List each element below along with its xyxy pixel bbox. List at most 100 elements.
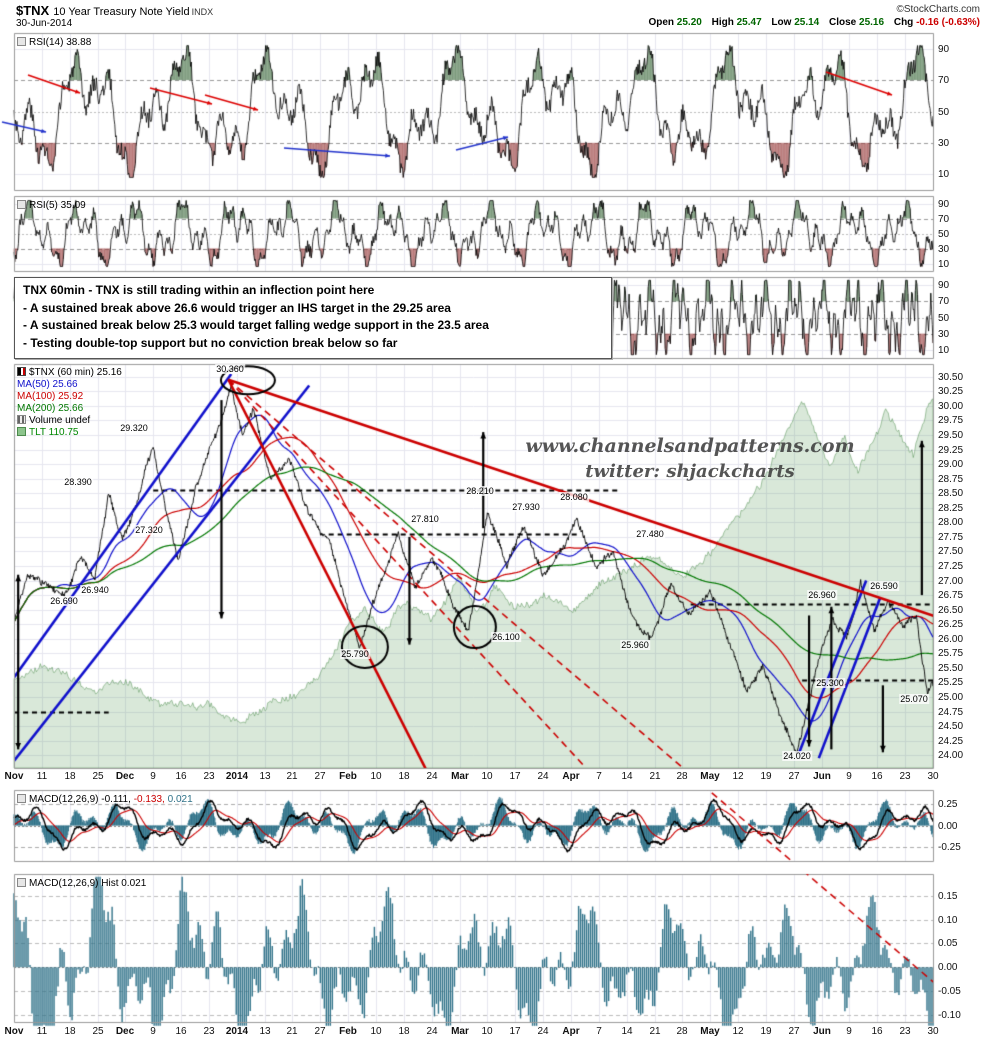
macd-signal-value: -0.133, bbox=[133, 794, 165, 805]
chart-date: 30-Jun-2014 bbox=[16, 18, 73, 29]
y-axis-label: 30 bbox=[938, 138, 950, 149]
chart-title: 10 Year Treasury Note Yield bbox=[53, 6, 190, 18]
x-axis-label: 28 bbox=[676, 1026, 688, 1037]
price-pivot-label: 26.690 bbox=[49, 596, 79, 606]
x-axis-label: Nov bbox=[4, 1026, 24, 1037]
x-axis-label: May bbox=[700, 1026, 720, 1037]
x-axis-label: 9 bbox=[150, 771, 156, 782]
watermark-line2: twitter: shjackcharts bbox=[585, 461, 795, 482]
price-pivot-label: 28.080 bbox=[559, 492, 589, 502]
watermark: www.channelsandpatterns.com twitter: shj… bbox=[500, 434, 880, 484]
rsi5-legend-text: RSI(5) 35.09 bbox=[29, 200, 86, 211]
source-credit: ©StockCharts.com bbox=[896, 4, 980, 15]
x-axis-label: Jun bbox=[813, 771, 831, 782]
price-pivot-label: 28.210 bbox=[465, 486, 495, 496]
y-axis-label: 26.25 bbox=[938, 619, 964, 630]
y-axis-label: 70 bbox=[938, 75, 950, 86]
ma200-legend: MA(200) 25.66 bbox=[17, 403, 84, 414]
indicator-icon bbox=[17, 37, 26, 46]
x-axis-label: Mar bbox=[451, 1026, 469, 1037]
x-axis-label: 12 bbox=[732, 771, 744, 782]
x-axis-label: 23 bbox=[203, 771, 215, 782]
x-axis-label: 21 bbox=[649, 771, 661, 782]
y-axis-label: -0.25 bbox=[938, 842, 961, 853]
price-pivot-label: 26.960 bbox=[807, 590, 837, 600]
y-axis-label: 0.05 bbox=[938, 938, 958, 949]
x-axis-label: 21 bbox=[649, 1026, 661, 1037]
y-axis-label: 29.25 bbox=[938, 445, 964, 456]
watermark-line1: www.channelsandpatterns.com bbox=[525, 435, 855, 457]
volume-legend: Volume undef bbox=[17, 415, 90, 426]
macd-hist-legend-text: MACD(12,26,9) Hist 0.021 bbox=[29, 878, 147, 889]
x-axis-label: 16 bbox=[175, 1026, 187, 1037]
y-axis-label: -0.10 bbox=[938, 1010, 961, 1021]
y-axis-label: 29.75 bbox=[938, 415, 964, 426]
y-axis-label: 28.00 bbox=[938, 517, 964, 528]
y-axis-label: 50 bbox=[938, 313, 950, 324]
x-axis-label: 14 bbox=[621, 1026, 633, 1037]
x-axis-label: 24 bbox=[537, 771, 549, 782]
y-axis-label: 29.00 bbox=[938, 459, 964, 470]
y-axis-label: -0.05 bbox=[938, 986, 961, 997]
x-axis-label: Apr bbox=[562, 1026, 580, 1037]
rsi5-legend: RSI(5) 35.09 bbox=[17, 200, 86, 211]
x-axis-label: 16 bbox=[175, 771, 187, 782]
x-axis-label: Dec bbox=[115, 1026, 135, 1037]
x-axis-label: 18 bbox=[64, 1026, 76, 1037]
x-axis-label: Jun bbox=[813, 1026, 831, 1037]
y-axis-label: 0.00 bbox=[938, 962, 958, 973]
high-value: 25.47 bbox=[736, 17, 762, 28]
price-pivot-label: 28.390 bbox=[63, 477, 93, 487]
y-axis-label: 25.75 bbox=[938, 648, 964, 659]
y-axis-label: 90 bbox=[938, 44, 950, 55]
price-legend: $TNX (60 min) 25.16 bbox=[17, 367, 122, 378]
x-axis-label: 9 bbox=[846, 771, 852, 782]
y-axis-label: 30.25 bbox=[938, 386, 964, 397]
rsi14-legend: RSI(14) 38.88 bbox=[17, 37, 91, 48]
y-axis-label: 70 bbox=[938, 296, 950, 307]
x-axis-label: 10 bbox=[370, 1026, 382, 1037]
x-axis-label: 23 bbox=[899, 771, 911, 782]
y-axis-label: 24.25 bbox=[938, 736, 964, 747]
y-axis-label: 0.15 bbox=[938, 891, 958, 902]
x-axis-label: 30 bbox=[927, 771, 939, 782]
x-axis-label: 11 bbox=[36, 771, 48, 782]
y-axis-label: 27.75 bbox=[938, 532, 964, 543]
price-pivot-label: 27.480 bbox=[635, 529, 665, 539]
price-pivot-label: 25.070 bbox=[899, 694, 929, 704]
x-axis-label: Feb bbox=[339, 1026, 357, 1037]
price-pivot-label: 30.360 bbox=[215, 364, 245, 374]
y-axis-label: 24.75 bbox=[938, 707, 964, 718]
x-axis-label: 16 bbox=[871, 1026, 883, 1037]
x-axis-label: 24 bbox=[426, 771, 438, 782]
y-axis-label: 28.50 bbox=[938, 488, 964, 499]
close-value: 25.16 bbox=[859, 17, 885, 28]
x-axis-label: 13 bbox=[259, 771, 271, 782]
x-axis-label: Feb bbox=[339, 771, 357, 782]
x-axis-label: 21 bbox=[286, 1026, 298, 1037]
price-pivot-label: 26.590 bbox=[869, 581, 899, 591]
x-axis-label: 19 bbox=[760, 1026, 772, 1037]
macd-line-value: -0.111, bbox=[101, 794, 131, 805]
annotation-line: - A sustained break below 25.3 would tar… bbox=[23, 318, 489, 332]
ticker-symbol: $TNX bbox=[16, 3, 50, 18]
y-axis-label: 25.25 bbox=[938, 677, 964, 688]
macd-legend: MACD(12,26,9) -0.111, -0.133, 0.021 bbox=[17, 794, 193, 805]
y-axis-label: 25.50 bbox=[938, 663, 964, 674]
open-label: Open bbox=[648, 17, 675, 28]
y-axis-label: 10 bbox=[938, 345, 950, 356]
x-axis-label: Apr bbox=[562, 771, 580, 782]
y-axis-label: 29.50 bbox=[938, 430, 964, 441]
y-axis-label: 50 bbox=[938, 229, 950, 240]
price-pivot-label: 27.930 bbox=[511, 502, 541, 512]
x-axis-label: 30 bbox=[927, 1026, 939, 1037]
chart-header: $TNX 10 Year Treasury Note Yield INDX bbox=[16, 2, 213, 20]
y-axis-label: 26.75 bbox=[938, 590, 964, 601]
price-pivot-label: 27.810 bbox=[410, 514, 440, 524]
y-axis-label: 30.00 bbox=[938, 401, 964, 412]
ohlc-readout: Open 25.20 High 25.47 Low 25.14 Close 25… bbox=[641, 17, 980, 28]
y-axis-label: 30 bbox=[938, 329, 950, 340]
y-axis-label: 0.10 bbox=[938, 915, 958, 926]
